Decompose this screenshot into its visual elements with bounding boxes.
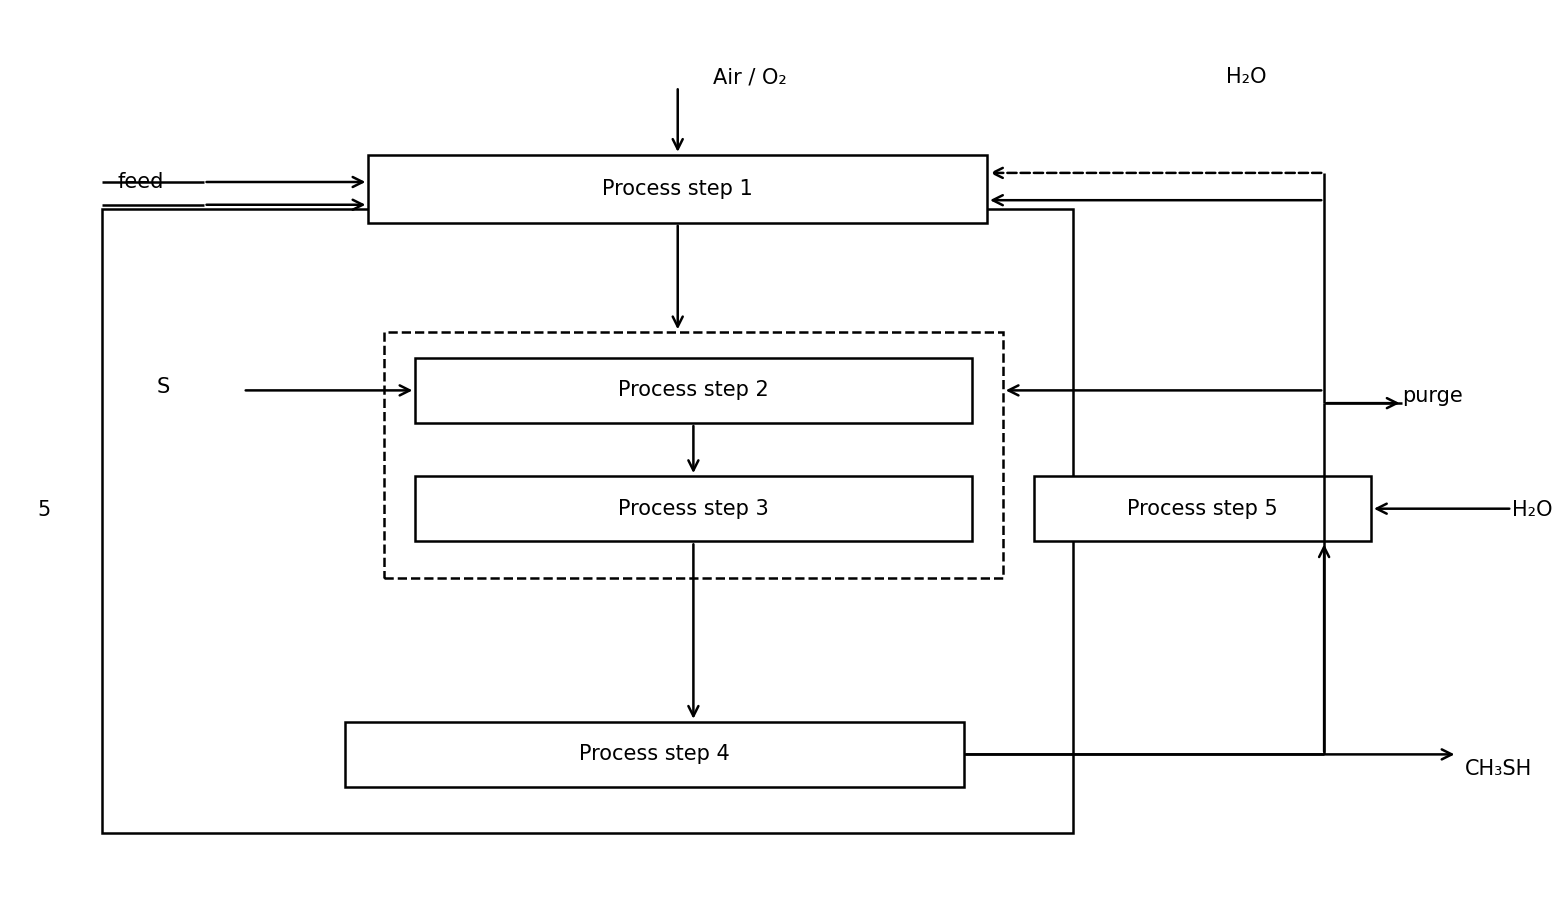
Text: S: S	[157, 377, 169, 397]
FancyBboxPatch shape	[384, 332, 1003, 578]
FancyBboxPatch shape	[415, 358, 972, 423]
FancyBboxPatch shape	[368, 155, 987, 223]
Text: Process step 2: Process step 2	[617, 380, 769, 400]
Text: H₂O: H₂O	[1225, 67, 1266, 87]
Text: H₂O: H₂O	[1512, 500, 1553, 520]
FancyBboxPatch shape	[415, 476, 972, 541]
Text: Process step 5: Process step 5	[1127, 499, 1279, 519]
Text: Process step 4: Process step 4	[578, 744, 730, 764]
FancyBboxPatch shape	[1034, 476, 1371, 541]
Text: Process step 3: Process step 3	[617, 499, 769, 519]
Text: Air / O₂: Air / O₂	[713, 67, 787, 87]
Text: feed: feed	[118, 172, 165, 192]
Text: Process step 1: Process step 1	[602, 179, 754, 198]
Text: 5: 5	[38, 500, 50, 520]
FancyBboxPatch shape	[345, 722, 964, 787]
Text: purge: purge	[1402, 386, 1464, 406]
Text: CH₃SH: CH₃SH	[1465, 759, 1533, 779]
